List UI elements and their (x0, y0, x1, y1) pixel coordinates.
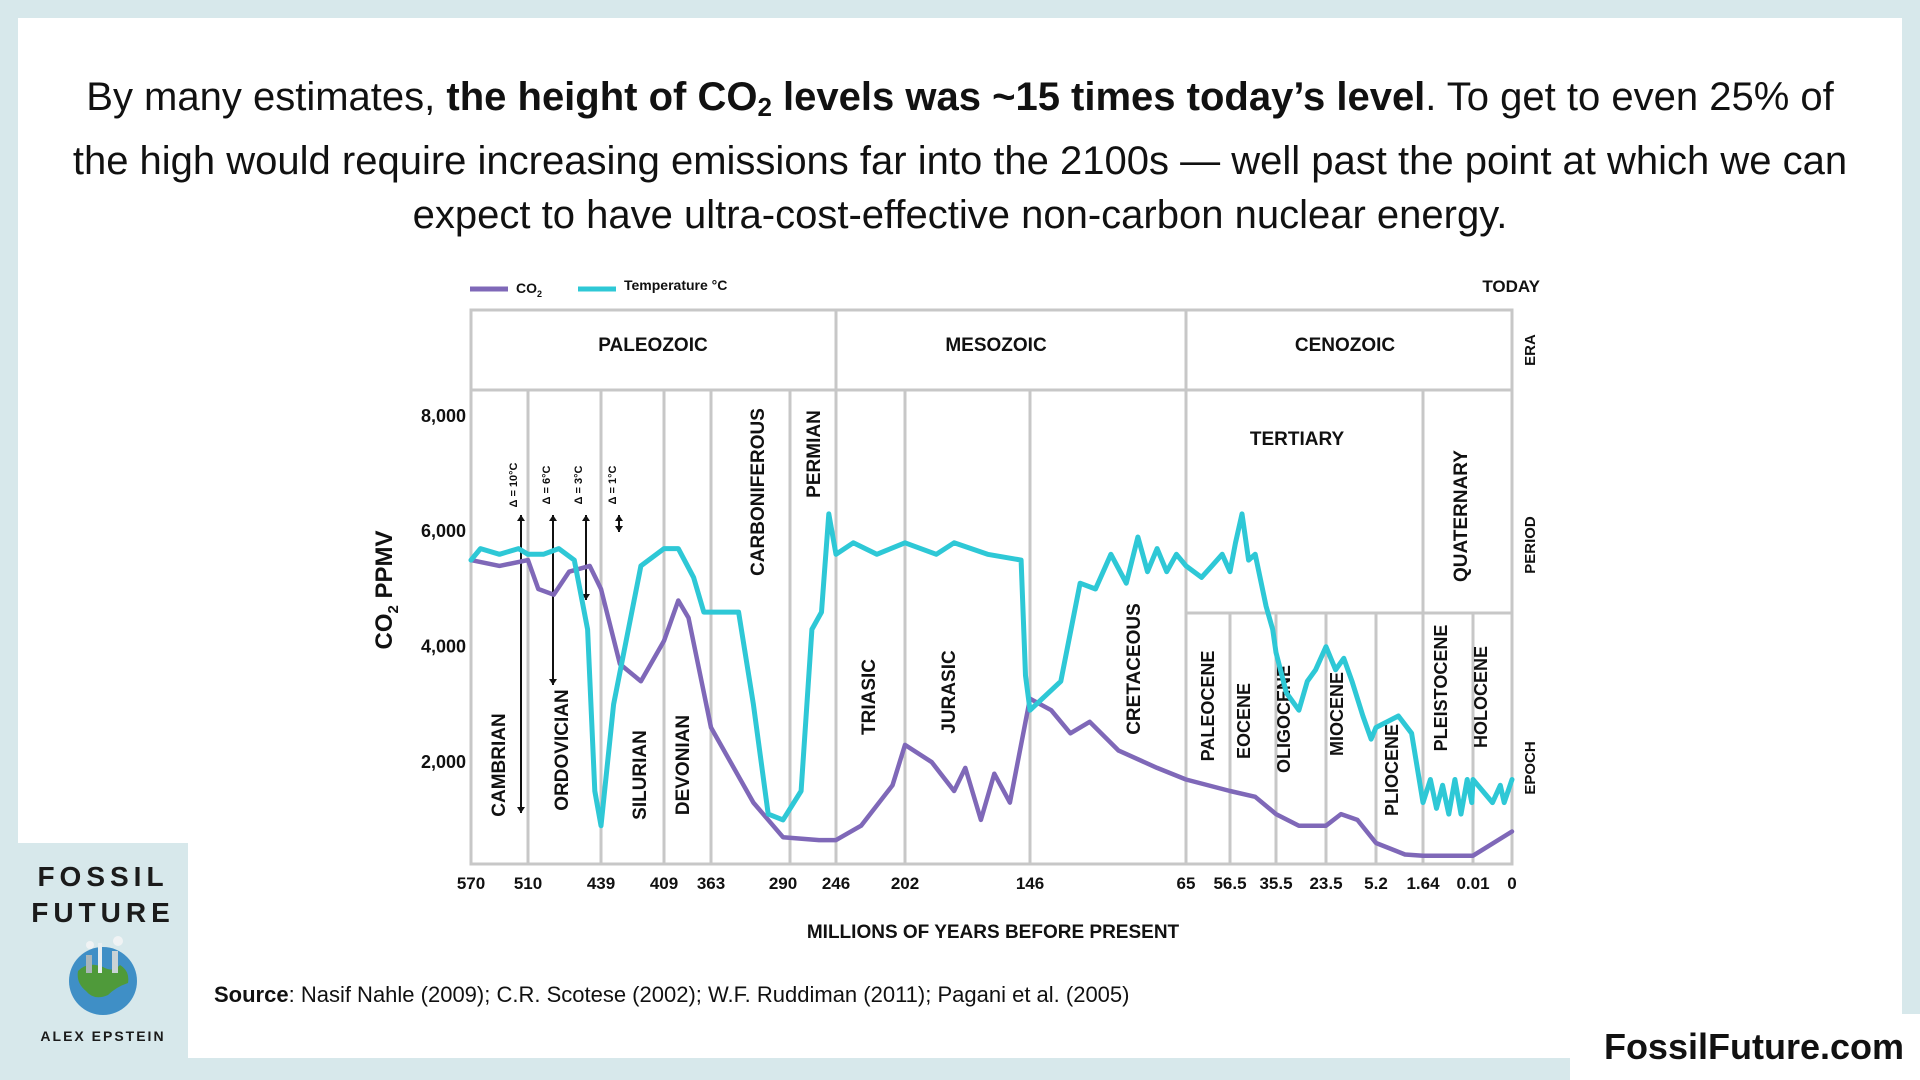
period-label: ORDOVICIAN (552, 689, 573, 810)
book-title-line2: FUTURE (31, 897, 175, 928)
y-tick-label: 4,000 (421, 637, 466, 657)
row-label-period: PERIOD (1522, 516, 1539, 574)
period-label: QUATERNARY (1451, 450, 1472, 582)
x-tick-label: 35.5 (1259, 874, 1292, 893)
delta-label: Δ = 6°C (541, 465, 553, 504)
site-url: FossilFuture.com (1570, 1014, 1920, 1080)
book-title-line1: FOSSIL (37, 861, 169, 892)
x-axis-label: MILLIONS OF YEARS BEFORE PRESENT (807, 922, 1180, 943)
epoch-label: HOLOCENE (1471, 646, 1491, 748)
headline-part2: . To get to even 25% of the high would r… (72, 75, 1848, 237)
period-label: TRIASIC (859, 659, 880, 735)
y-axis-label: CO2 PPMV (371, 530, 402, 649)
source-label: Source (214, 982, 289, 1007)
x-tick-label: 363 (697, 874, 725, 893)
book-cover: FOSSIL FUTURE ALEX EPSTEIN (18, 843, 188, 1058)
headline-part1: By many estimates, (86, 75, 447, 119)
row-label-epoch: EPOCH (1522, 741, 1539, 794)
epoch-label: PLEISTOCENE (1431, 625, 1451, 752)
period-label: TERTIARY (1250, 429, 1345, 450)
headline-bold-b: levels was ~15 times today’s level (771, 75, 1426, 119)
x-tick-label: 5.2 (1364, 874, 1388, 893)
source-note: Source: Nasif Nahle (2009); C.R. Scotese… (214, 982, 1129, 1008)
y-tick-label: 8,000 (421, 406, 466, 426)
headline-bold: the height of CO2 levels was ~15 times t… (446, 75, 1426, 122)
x-tick-label: 56.5 (1213, 874, 1246, 893)
epoch-label: EOCENE (1234, 683, 1254, 759)
today-label: TODAY (1482, 277, 1540, 296)
epoch-label: PALEOCENE (1198, 651, 1218, 762)
period-label: JURASIC (939, 650, 960, 734)
source-text: : Nasif Nahle (2009); C.R. Scotese (2002… (288, 982, 1130, 1007)
period-label: PERMIAN (804, 410, 825, 498)
delta-arrowhead-down (615, 526, 623, 532)
x-tick-label: 1.64 (1406, 874, 1440, 893)
book-author: ALEX EPSTEIN (40, 1028, 166, 1044)
headline-bold-a: the height of CO (446, 75, 758, 119)
delta-label: Δ = 3°C (573, 465, 585, 504)
label-layer: PALEOZOIC MESOZOIC CENOZOIC CAMBRIAN ORDOVIC… (421, 335, 1517, 893)
delta-arrowhead-down (582, 594, 590, 600)
series-layer (468, 511, 1515, 858)
co2-series-line (468, 557, 1515, 858)
x-tick-label: 202 (891, 874, 919, 893)
temperature-series-line (468, 511, 1515, 829)
epoch-label: OLIGOCENE (1274, 665, 1294, 773)
globe-icon (69, 936, 137, 1015)
y-tick-label: 6,000 (421, 521, 466, 541)
y-tick-label: 2,000 (421, 752, 466, 772)
era-label: MESOZOIC (945, 335, 1047, 356)
delta-arrowhead-up (615, 515, 623, 521)
headline: By many estimates, the height of CO2 lev… (60, 70, 1860, 242)
x-tick-label: 0 (1507, 874, 1516, 893)
x-tick-label: 65 (1177, 874, 1196, 893)
x-tick-label: 510 (514, 874, 542, 893)
epoch-label: PLIOCENE (1382, 724, 1402, 816)
x-tick-label: 409 (650, 874, 678, 893)
period-label: DEVONIAN (673, 715, 694, 815)
delta-label: Δ = 1°C (607, 465, 619, 504)
plot-border (469, 308, 1514, 866)
grid-layer (469, 308, 1514, 866)
period-label: SILURIAN (630, 730, 651, 820)
headline-bold-sub: 2 (757, 92, 772, 122)
x-tick-label: 23.5 (1309, 874, 1342, 893)
x-tick-label: 0.01 (1456, 874, 1489, 893)
period-label: CAMBRIAN (489, 713, 510, 816)
epoch-label: MIOCENE (1327, 672, 1347, 756)
x-tick-label: 290 (769, 874, 797, 893)
slide-frame (18, 18, 1902, 1058)
row-label-era: ERA (1522, 334, 1539, 366)
delta-arrowhead-up (582, 515, 590, 521)
delta-arrowhead-down (517, 807, 525, 813)
era-label: PALEOZOIC (598, 335, 708, 356)
period-label: CRETACEOUS (1124, 603, 1145, 735)
delta-arrowhead-up (517, 515, 525, 521)
period-label: CARBONIFEROUS (748, 408, 769, 576)
x-tick-label: 439 (587, 874, 615, 893)
legend-label-co2: CO2 (516, 280, 542, 299)
x-tick-label: 246 (822, 874, 850, 893)
delta-arrowhead-up (549, 515, 557, 521)
delta-arrowhead-down (549, 679, 557, 685)
delta-label: Δ = 10°C (508, 462, 520, 507)
x-tick-label: 570 (457, 874, 485, 893)
x-tick-label: 146 (1016, 874, 1044, 893)
legend-label-temperature: Temperature °C (624, 277, 727, 293)
era-label: CENOZOIC (1295, 335, 1396, 356)
